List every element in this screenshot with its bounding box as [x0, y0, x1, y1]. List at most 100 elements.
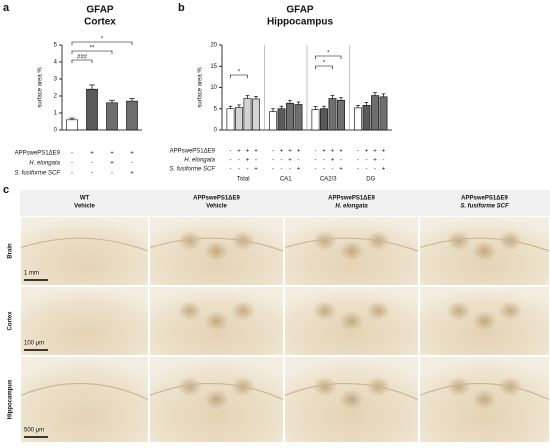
chart-subtitle: Cortex: [84, 17, 116, 28]
significance-bracket: [71, 50, 113, 54]
plaque-stain: [472, 389, 497, 410]
y-tick-label: 5: [214, 106, 218, 112]
micrograph-panel: WT Vehicle APPswePS1ΔE9 Vehicle APPswePS1ΔE9…: [8, 190, 550, 442]
plaque-stain: [366, 300, 391, 321]
bar: [294, 104, 303, 131]
scale-bar-label: 1 mm: [24, 271, 39, 277]
panel-label: b: [178, 2, 185, 14]
treatment-sign: +: [254, 167, 258, 173]
treatment-sign: -: [332, 167, 334, 173]
plaque-stain: [312, 230, 337, 251]
y-tick-label: 20: [210, 43, 217, 49]
treatment-sign: -: [315, 149, 317, 155]
plaque-stain: [177, 376, 202, 397]
bar: [226, 108, 235, 131]
significance-bracket: [315, 65, 333, 69]
treatment-sign: -: [255, 158, 257, 164]
treatment-label: S. fusiforme SCF: [169, 167, 215, 173]
treatment-sign: +: [331, 158, 335, 164]
significance-label: *: [238, 70, 241, 76]
treatment-sign: -: [374, 167, 376, 173]
significance-bracket: [71, 41, 133, 45]
significance-bracket: [230, 74, 248, 78]
y-axis-label: surface area %: [198, 67, 204, 108]
tissue-outline: [20, 382, 149, 401]
row-label: Cortex: [8, 311, 14, 331]
treatment-sign: -: [238, 158, 240, 164]
panel-label: a: [3, 2, 10, 14]
x-tick-label: CA2/3: [320, 177, 337, 183]
tissue-outline: [419, 237, 550, 252]
bar: [106, 102, 118, 131]
treatment-sign: +: [297, 149, 301, 155]
tissue-outline: [20, 237, 149, 252]
treatment-sign: +: [365, 149, 369, 155]
significance-label: ###: [77, 55, 88, 61]
column-header: S. fusiforme SCF: [460, 204, 509, 210]
panel-label: c: [3, 184, 9, 196]
y-tick-label: 1: [54, 111, 58, 117]
x-tick-label: Total: [237, 177, 250, 183]
treatment-sign: +: [339, 167, 343, 173]
treatment-sign: +: [288, 158, 292, 164]
plaque-stain: [472, 311, 497, 331]
chart-title: GFAP: [286, 5, 314, 16]
tissue-outline: [284, 382, 419, 401]
column-header: Vehicle: [206, 204, 227, 210]
treatment-sign: -: [383, 158, 385, 164]
column-header: H. elongata: [335, 204, 368, 210]
plaque-stain: [339, 241, 364, 261]
column-header: APPswePS1ΔE9: [193, 196, 240, 202]
row-label: Hippocampus: [8, 379, 14, 419]
plaque-stain: [446, 376, 471, 397]
treatment-label: H. elongata: [29, 161, 60, 167]
bar: [277, 108, 286, 131]
bar: [328, 98, 337, 131]
treatment-sign: +: [382, 149, 386, 155]
bar: [371, 95, 379, 131]
treatment-sign: +: [246, 149, 250, 155]
column-header: APPswePS1ΔE9: [328, 196, 375, 202]
bar: [286, 102, 294, 131]
treatment-sign: -: [357, 167, 359, 173]
y-tick-label: 0: [214, 128, 218, 134]
treatment-sign: -: [315, 158, 317, 164]
bar: [354, 107, 362, 131]
treatment-sign: -: [357, 149, 359, 155]
bar: [320, 108, 328, 131]
tissue-outline: [419, 382, 550, 401]
treatment-sign: -: [315, 167, 317, 173]
scale-bar-label: 100 μm: [24, 341, 44, 347]
treatment-sign: -: [238, 167, 240, 173]
treatment-sign: -: [357, 158, 359, 164]
column-header: Vehicle: [74, 204, 95, 210]
treatment-sign: -: [71, 151, 73, 157]
y-tick-label: 15: [210, 64, 217, 70]
plaque-stain: [204, 241, 229, 261]
significance-label: *: [327, 51, 330, 57]
plaque-stain: [231, 300, 256, 321]
treatment-sign: -: [272, 158, 274, 164]
row-label: Brain: [8, 243, 14, 259]
treatment-sign: -: [230, 167, 232, 173]
treatment-sign: -: [230, 158, 232, 164]
treatment-sign: -: [111, 171, 113, 177]
plaque-stain: [204, 311, 229, 331]
treatment-sign: -: [272, 167, 274, 173]
treatment-sign: +: [322, 149, 326, 155]
treatment-sign: -: [281, 167, 283, 173]
significance-bracket: [71, 59, 93, 63]
bar: [252, 98, 260, 131]
micrograph: [21, 287, 148, 355]
significance-label: *: [101, 37, 104, 43]
treatment-sign: -: [323, 167, 325, 173]
plaque-stain: [472, 241, 497, 261]
treatment-sign: -: [230, 149, 232, 155]
y-tick-label: 0: [54, 128, 58, 134]
treatment-sign: -: [71, 171, 73, 177]
treatment-sign: +: [339, 149, 343, 155]
y-tick-label: 3: [54, 77, 58, 83]
tissue-outline: [149, 382, 284, 401]
treatment-sign: -: [298, 158, 300, 164]
treatment-sign: +: [331, 149, 335, 155]
